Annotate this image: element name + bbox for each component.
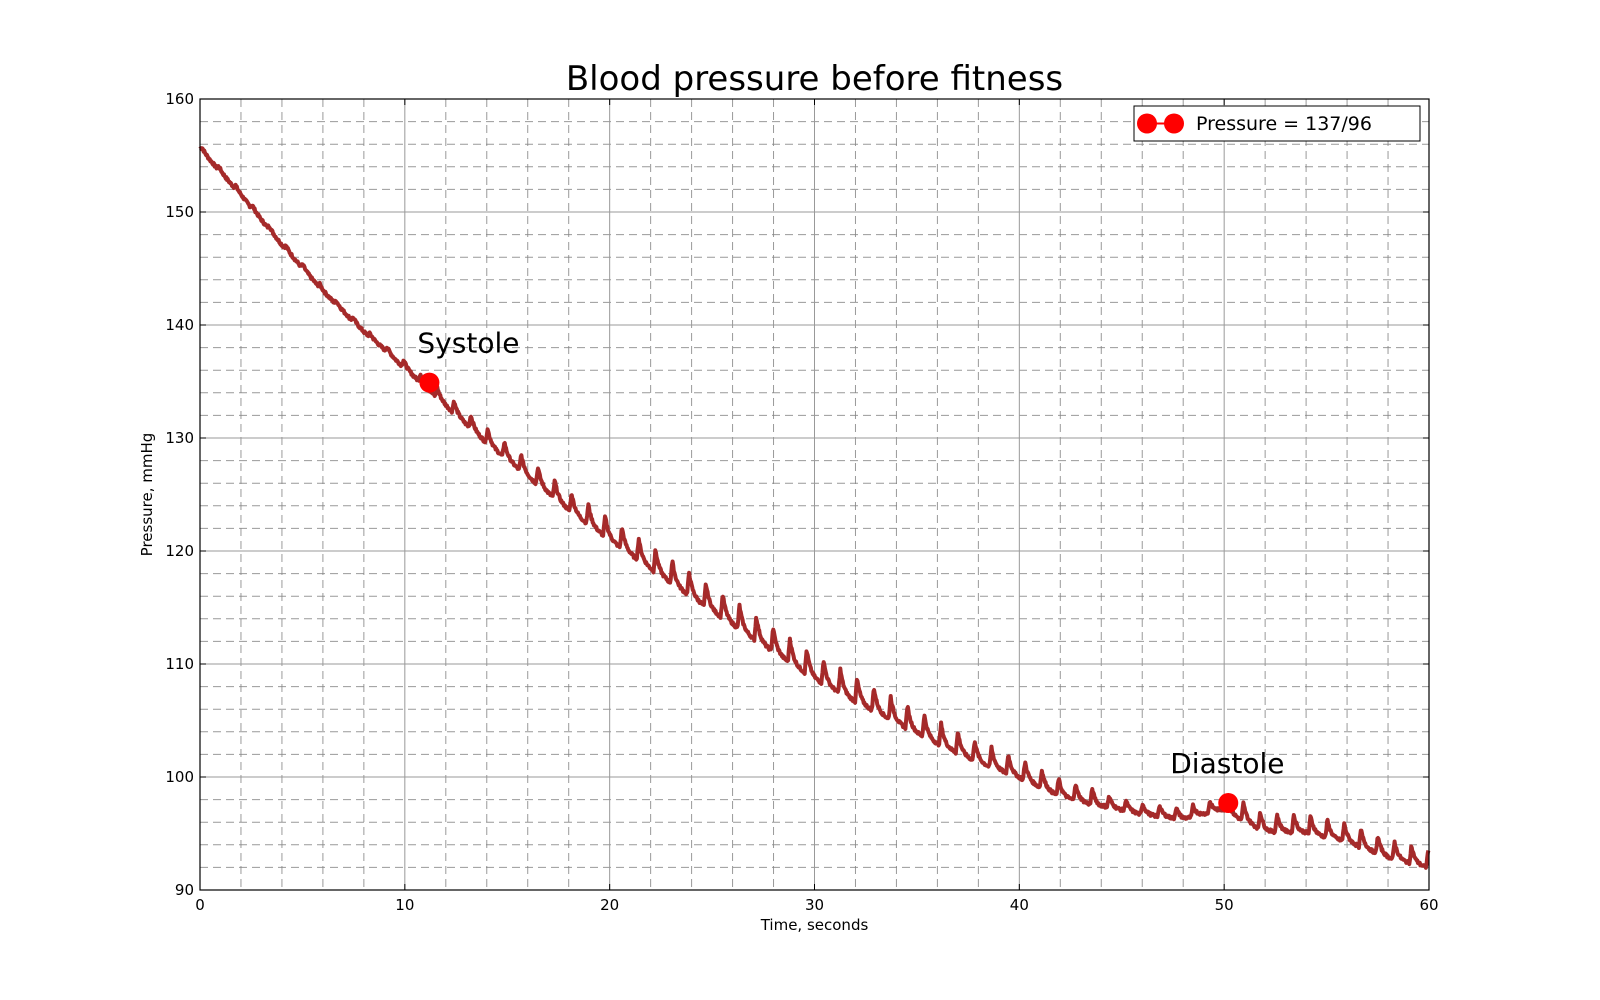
legend: Pressure = 137/96	[1133, 105, 1421, 142]
y-axis-label: Pressure, mmHg	[138, 433, 156, 557]
y-tick-label: 120	[165, 542, 194, 560]
y-tick-label: 140	[165, 316, 194, 334]
pressure-point-marker	[1218, 792, 1239, 813]
x-axis-label: Time, seconds	[760, 916, 869, 934]
y-tick-label: 90	[175, 881, 194, 899]
x-tick-label: 40	[1010, 896, 1029, 914]
systole-annotation: Systole	[417, 327, 519, 360]
y-tick-label: 160	[165, 90, 194, 108]
marker-layer: Systole Diastole	[417, 327, 1284, 813]
x-tick-label: 20	[600, 896, 619, 914]
chart-title: Blood pressure before fitness	[566, 59, 1063, 99]
ticks-layer: 0 10 20 30 40 50 60 90 100 110 120 130 140 150 160	[165, 90, 1438, 914]
pressure-point-marker	[419, 372, 440, 393]
x-tick-label: 60	[1419, 896, 1438, 914]
diastole-annotation: Diastole	[1170, 747, 1284, 780]
legend-marker-swatch	[1137, 113, 1157, 134]
legend-label: Pressure = 137/96	[1196, 113, 1372, 135]
y-tick-label: 130	[165, 429, 194, 447]
y-tick-label: 100	[165, 768, 194, 786]
y-tick-label: 150	[165, 203, 194, 221]
x-tick-label: 30	[805, 896, 824, 914]
legend-marker-swatch	[1164, 113, 1184, 134]
y-tick-label: 110	[165, 655, 194, 673]
x-tick-label: 10	[395, 896, 414, 914]
x-tick-label: 0	[195, 896, 205, 914]
x-tick-label: 50	[1215, 896, 1234, 914]
